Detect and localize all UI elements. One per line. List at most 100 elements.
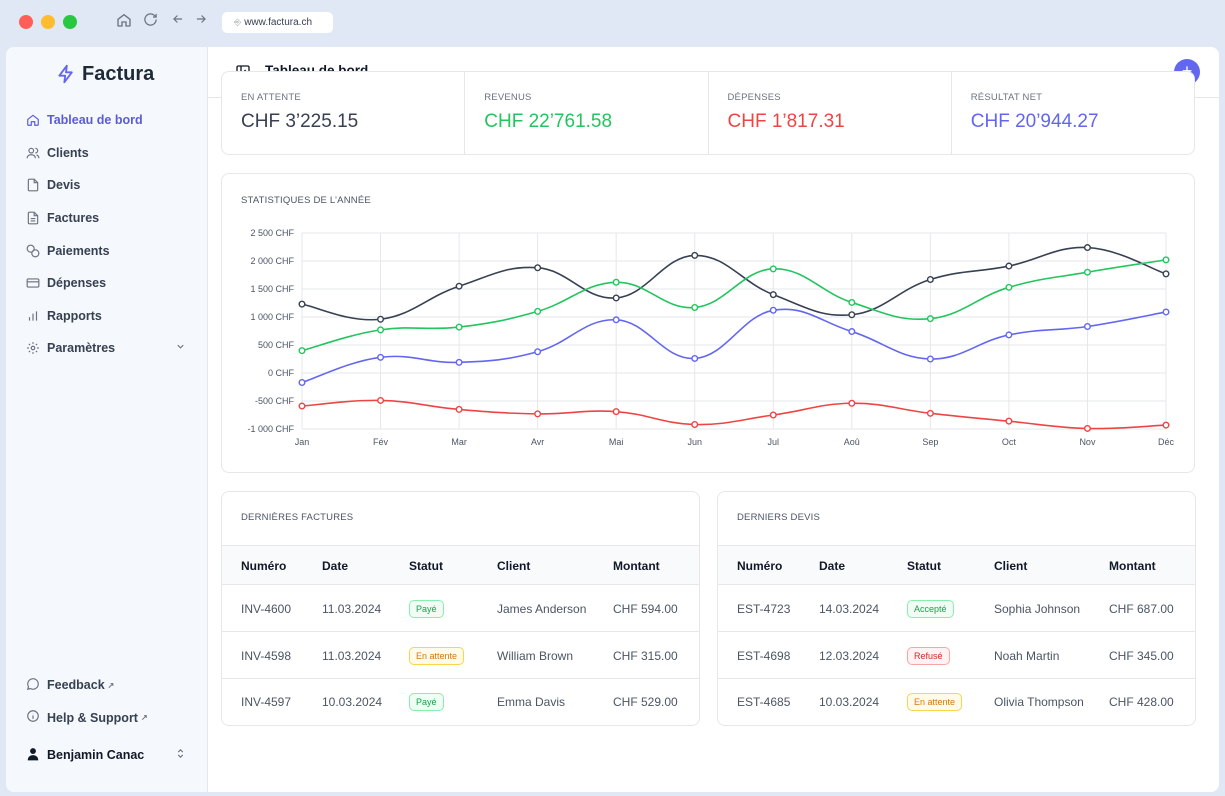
sidebar-item-payments[interactable]: Paiements (6, 234, 208, 267)
data-point (612, 278, 620, 286)
sidebar-item-settings[interactable]: Paramètres (6, 332, 208, 365)
row-date: 14.03.2024 (819, 602, 880, 616)
row-number: EST-4685 (737, 695, 791, 709)
sidebar-item-dashboard[interactable]: Tableau de bord (6, 104, 208, 137)
column-header: Client (497, 559, 531, 573)
data-point (848, 311, 856, 319)
data-point (455, 282, 463, 290)
home-icon[interactable] (115, 12, 133, 32)
sidebar-item-label: Tableau de bord (47, 113, 143, 128)
data-point (298, 347, 306, 355)
data-point (298, 402, 306, 410)
quotes-title: DERNIERS DEVIS (737, 512, 821, 523)
row-client: Sophia Johnson (994, 602, 1081, 616)
data-point (1005, 283, 1013, 291)
row-client: Emma Davis (497, 695, 566, 709)
data-point (534, 264, 542, 272)
sidebar-item-label: Dépenses (47, 276, 107, 291)
data-point (848, 328, 856, 336)
data-point (926, 315, 934, 323)
x-tick-label: Fév (373, 437, 389, 447)
table-row[interactable]: INV-4600 11.03.2024 Payé James Anderson CHF … (222, 586, 699, 632)
file-icon (26, 178, 40, 192)
stat-value: CHF 3’225.15 (241, 111, 359, 132)
user-menu[interactable]: Benjamin Canac (26, 745, 186, 765)
data-point (848, 298, 856, 306)
data-point (691, 303, 699, 311)
maximize-window-button[interactable] (63, 15, 77, 29)
x-tick-label: Sep (922, 437, 938, 447)
sidebar: Factura Tableau de bord Clients Devis Fa… (6, 47, 208, 792)
data-point (1162, 308, 1170, 316)
data-point (926, 409, 934, 417)
stat-label: REVENUS (484, 92, 532, 103)
data-point (848, 399, 856, 407)
data-point (455, 358, 463, 366)
data-point (1162, 256, 1170, 264)
stats-card: EN ATTENTE CHF 3’225.15 REVENUS CHF 22’7… (221, 71, 1195, 155)
table-row[interactable]: EST-4723 14.03.2024 Accepté Sophia Johnson C… (718, 586, 1195, 632)
yearly-stats-card: STATISTIQUES DE L’ANNÉE 2 500 CHF 2 000 C… (221, 173, 1195, 473)
status-badge: Refusé (907, 646, 950, 665)
row-client: James Anderson (497, 602, 587, 616)
sidebar-item-expenses[interactable]: Dépenses (6, 267, 208, 300)
feedback-link[interactable]: Feedback ↗ (6, 669, 208, 702)
url-bar[interactable]: ⎆ www.factura.ch (222, 12, 333, 33)
row-amount: CHF 428.00 (1109, 695, 1174, 709)
row-client: Olivia Thompson (994, 695, 1084, 709)
x-tick-label: Avr (531, 437, 544, 447)
sidebar-footer-links: Feedback ↗ Help & Support ↗ (6, 669, 208, 734)
stat-value: CHF 22’761.58 (484, 111, 613, 132)
x-tick-label: Jun (687, 437, 702, 447)
stat-pending: EN ATTENTE CHF 3’225.15 (222, 72, 466, 154)
status-badge: Payé (409, 693, 444, 711)
series-line-3 (301, 399, 1167, 430)
chevron-down-icon[interactable] (175, 341, 186, 355)
minimize-window-button[interactable] (41, 15, 55, 29)
message-circle-icon (26, 677, 40, 694)
data-point (612, 408, 620, 416)
external-link-icon: ↗ (140, 713, 148, 723)
close-window-button[interactable] (19, 15, 33, 29)
sidebar-item-reports[interactable]: Rapports (6, 300, 208, 333)
reload-icon[interactable] (141, 12, 159, 32)
data-point (926, 275, 934, 283)
table-row[interactable]: EST-4698 12.03.2024 Refusé Noah Martin CHF 3… (718, 633, 1195, 679)
x-tick-label: Jan (295, 437, 310, 447)
sidebar-item-label: Clients (47, 145, 89, 160)
brand-logo[interactable]: Factura (56, 61, 154, 87)
help-support-label: Help & Support (47, 710, 138, 725)
bar-chart-icon (26, 309, 40, 323)
x-tick-label: Mai (609, 437, 624, 447)
table-row[interactable]: INV-4598 11.03.2024 En attente William Brow… (222, 633, 699, 679)
data-point (926, 355, 934, 363)
data-point (1005, 331, 1013, 339)
data-point (769, 265, 777, 273)
data-point (1162, 421, 1170, 429)
sidebar-item-label: Paramètres (47, 341, 116, 356)
stat-net-result: RÉSULTAT NET CHF 20’944.27 (952, 72, 1194, 154)
row-number: INV-4600 (241, 602, 292, 616)
sidebar-item-quotes[interactable]: Devis (6, 169, 208, 202)
forward-arrow-icon[interactable] (192, 12, 210, 32)
row-date: 12.03.2024 (819, 648, 880, 663)
quotes-table-header: Numéro Date Statut Client Montant (718, 545, 1195, 585)
data-point (769, 291, 777, 299)
sidebar-item-clients[interactable]: Clients (6, 137, 208, 170)
column-header: Statut (409, 559, 443, 573)
row-amount: CHF 345.00 (1109, 648, 1174, 663)
data-point (1083, 244, 1091, 252)
status-badge: Payé (409, 600, 444, 618)
stat-expenses: DÉPENSES CHF 1’817.31 (709, 72, 952, 154)
table-row[interactable]: INV-4597 10.03.2024 Payé Emma Davis CHF 529.… (222, 679, 699, 725)
sidebar-item-invoices[interactable]: Factures (6, 202, 208, 235)
stat-label: RÉSULTAT NET (970, 92, 1043, 103)
latest-quotes-card: DERNIERS DEVIS Numéro Date Statut Client… (717, 491, 1196, 726)
data-point (612, 294, 620, 302)
table-row[interactable]: EST-4685 10.03.2024 En attente Olivia Thomp… (718, 679, 1195, 725)
back-arrow-icon[interactable] (169, 12, 187, 32)
help-support-link[interactable]: Help & Support ↗ (6, 702, 208, 735)
info-icon (26, 709, 40, 726)
status-badge: En attente (409, 646, 465, 665)
browser-chrome: ⎆ www.factura.ch (0, 0, 1225, 46)
